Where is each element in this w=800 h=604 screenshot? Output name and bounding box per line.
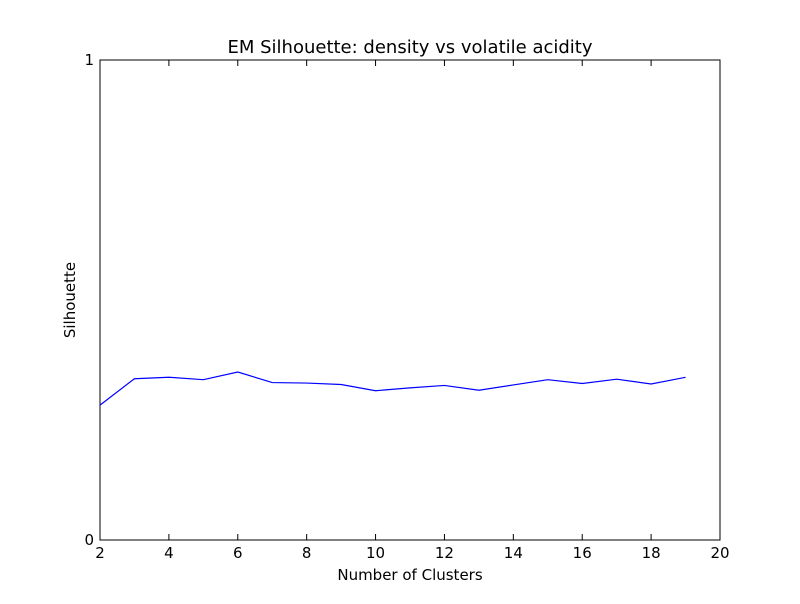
axes-frame (99, 59, 721, 541)
x-tick-label: 6 (233, 544, 243, 562)
x-tick-label: 8 (302, 544, 312, 562)
plot-area: 2 4 6 8 10 12 14 16 18 20 0 1 (84, 51, 729, 562)
series-line-0 (99, 371, 686, 406)
x-axis-label: Number of Clusters (337, 566, 482, 584)
series-layer (99, 371, 686, 406)
x-tick-label: 2 (95, 544, 105, 562)
y-tick-label: 1 (84, 51, 94, 69)
x-tick-label: 14 (504, 544, 523, 562)
ticks-layer: 2 4 6 8 10 12 14 16 18 20 0 1 (84, 51, 729, 562)
x-tick-label: 16 (573, 544, 592, 562)
x-tick-label: 12 (435, 544, 454, 562)
x-tick-label: 10 (366, 544, 385, 562)
x-tick-label: 20 (710, 544, 729, 562)
y-tick-label: 0 (84, 531, 94, 549)
y-axis-label: Silhouette (61, 262, 79, 338)
chart-title: EM Silhouette: density vs volatile acidi… (227, 37, 592, 58)
x-tick-label: 4 (164, 544, 174, 562)
x-tick-label: 18 (642, 544, 661, 562)
